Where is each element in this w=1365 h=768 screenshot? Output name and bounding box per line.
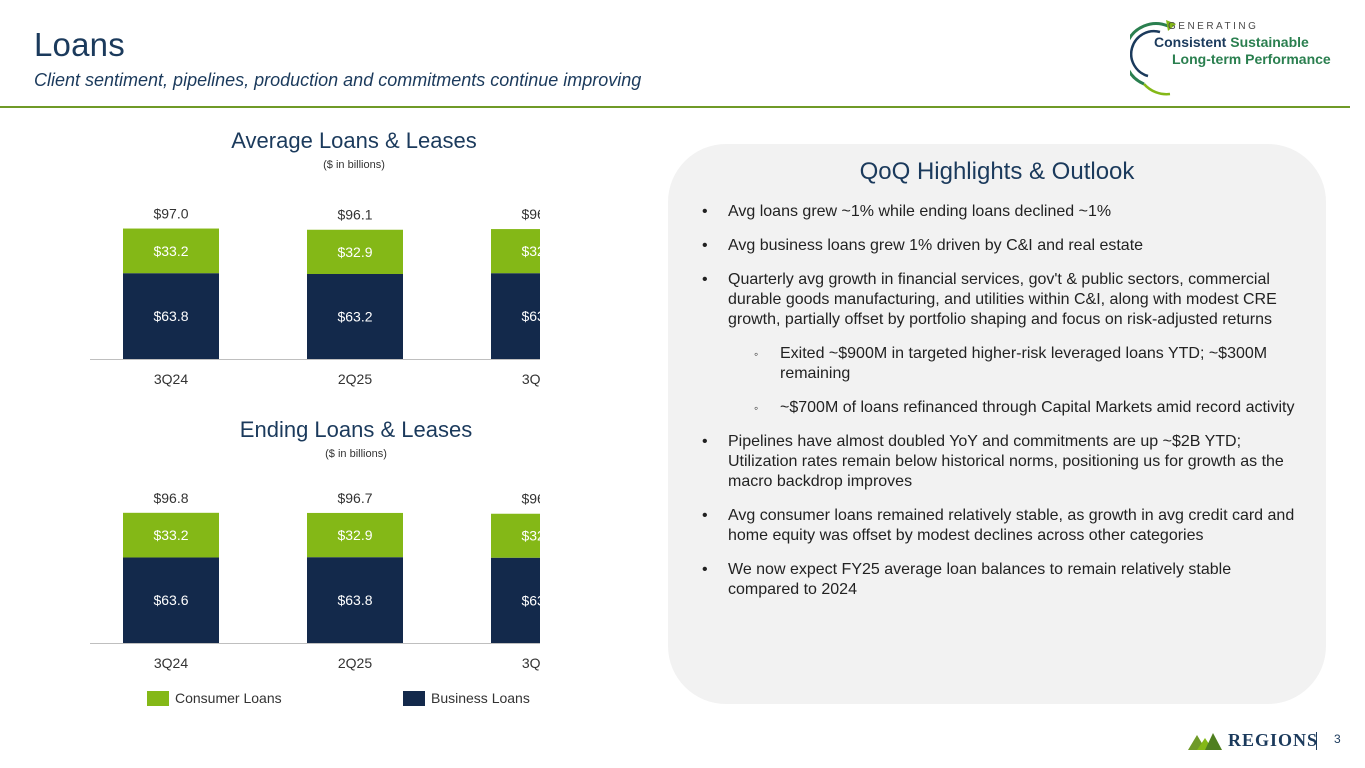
bar-consumer-3Q25 — [491, 229, 540, 274]
bullet-text: Avg loans grew ~1% while ending loans de… — [728, 203, 1112, 220]
logo-word-sustainable: Sustainable — [1230, 34, 1309, 50]
average-loans-chart: $63.8 $33.2 $97.0 3Q24 $63.2 $32.9 $96.1 2Q25 $6… — [90, 206, 540, 387]
x-tick-label: 3Q25 — [522, 371, 540, 387]
highlights-list: • Avg loans grew ~1% while ending loans d… — [702, 202, 1302, 614]
bullet-item: • Pipelines have almost doubled YoY and c… — [702, 432, 1302, 492]
bullet-item: • Quarterly avg growth in financial servi… — [702, 270, 1302, 330]
bar-label-consumer: $32.9 — [337, 244, 372, 260]
bar-consumer-3Q24 — [123, 512, 219, 558]
legend-swatch-consumer — [147, 690, 169, 706]
logo-tagline-top: GENERATING — [1168, 21, 1259, 32]
regions-pyramid-icon — [1188, 732, 1222, 750]
bar-consumer-3Q24 — [123, 228, 219, 274]
total-label: $96.1 — [521, 491, 540, 507]
legend-consumer: Consumer Loans — [147, 690, 282, 706]
bar-label-consumer: $33.2 — [153, 527, 188, 543]
bullet-text: Pipelines have almost doubled YoY and co… — [728, 433, 1284, 490]
bullet-marker: • — [702, 433, 708, 450]
x-tick-label: 2Q25 — [338, 655, 372, 671]
bar-label-business: $63.2 — [337, 308, 372, 324]
logo-tagline-main: Consistent Sustainable — [1154, 34, 1309, 50]
page-number: 3 — [1334, 732, 1341, 746]
legend-label-consumer: Consumer Loans — [175, 690, 282, 706]
footer-separator — [1316, 732, 1317, 750]
bullet-item: • Avg business loans grew 1% driven by C&… — [702, 236, 1302, 256]
regions-wordmark: REGIONS — [1228, 730, 1319, 750]
bullet-marker: ◦ — [754, 401, 759, 415]
x-tick-label: 3Q24 — [154, 371, 188, 387]
bar-label-business: $63.8 — [153, 308, 188, 324]
bar-label-business: $63.4 — [521, 592, 540, 608]
bar-business-3Q24 — [123, 273, 219, 359]
logo-tagline-bottom: Long-term Performance — [1172, 51, 1331, 67]
bar-consumer-2Q25 — [307, 229, 403, 274]
bullet-text: Avg business loans grew 1% driven by C&I… — [728, 237, 1144, 254]
bullet-marker: • — [702, 203, 708, 220]
chart-subtitle-average: ($ in billions) — [323, 159, 385, 171]
highlights-panel: QoQ Highlights & Outlook • Avg loans grew… — [668, 144, 1326, 704]
bar-business-2Q25 — [307, 557, 403, 643]
bar-consumer-3Q25 — [491, 513, 540, 558]
bar-business-3Q25 — [491, 557, 540, 643]
sub-bullet-item: ◦ Exited ~$900M in targeted higher-risk l… — [702, 344, 1302, 384]
bullet-marker: • — [702, 507, 708, 524]
bar-business-2Q25 — [307, 273, 403, 359]
bullet-marker: • — [702, 561, 708, 578]
chart-subtitle-ending: ($ in billions) — [325, 448, 387, 460]
bar-label-business: $63.8 — [521, 308, 540, 324]
panel-title: QoQ Highlights & Outlook — [859, 158, 1135, 185]
generating-performance-logo: GENERATING Consistent Sustainable Long-t… — [1130, 18, 1345, 98]
regions-logo: REGIONS — [1188, 730, 1318, 751]
total-label: $96.1 — [337, 207, 372, 223]
bullet-marker: • — [702, 237, 708, 254]
bullet-item: • Avg consumer loans remained relatively … — [702, 506, 1302, 546]
swoosh-arrow-icon — [1130, 20, 1176, 96]
bullet-item: • Avg loans grew ~1% while ending loans d… — [702, 202, 1302, 222]
x-tick-label: 2Q25 — [338, 371, 372, 387]
bullet-marker: • — [702, 271, 708, 288]
bar-business-3Q25 — [491, 273, 540, 359]
ending-loans-chart: $63.6 $33.2 $96.8 3Q24 $63.8 $32.9 $96.7 2Q25 $6… — [90, 490, 540, 671]
bar-label-consumer: $32.9 — [337, 527, 372, 543]
total-label: $96.6 — [521, 206, 540, 222]
bullet-item: • We now expect FY25 average loan balance… — [702, 560, 1302, 600]
header-divider — [0, 106, 1350, 108]
page-title: Loans — [34, 26, 125, 63]
logo-word-consistent: Consistent — [1154, 34, 1231, 50]
bar-label-consumer: $32.8 — [521, 243, 540, 259]
bar-label-consumer: $33.2 — [153, 243, 188, 259]
x-tick-label: 3Q24 — [154, 655, 188, 671]
bullet-text: Quarterly avg growth in financial servic… — [728, 271, 1277, 328]
total-label: $96.8 — [153, 490, 188, 506]
bar-consumer-2Q25 — [307, 512, 403, 558]
bullet-marker: ◦ — [754, 347, 759, 361]
bar-label-consumer: $32.7 — [521, 528, 540, 544]
page-subtitle: Client sentiment, pipelines, production … — [34, 70, 642, 90]
total-label: $97.0 — [153, 206, 188, 222]
bullet-text: Avg consumer loans remained relatively s… — [728, 507, 1295, 544]
legend-swatch-business — [403, 690, 425, 706]
bullet-text: We now expect FY25 average loan balances… — [728, 561, 1232, 598]
chart-title-ending: Ending Loans & Leases — [239, 417, 473, 442]
bullet-text: Exited ~$900M in targeted higher-risk le… — [780, 345, 1268, 382]
bar-label-business: $63.6 — [153, 592, 188, 608]
x-tick-label: 3Q25 — [522, 655, 540, 671]
total-label: $96.7 — [337, 490, 372, 506]
chart-title-average: Average Loans & Leases — [231, 128, 477, 153]
legend-label-business: Business Loans — [431, 690, 530, 706]
bullet-text: ~$700M of loans refinanced through Capit… — [780, 399, 1295, 416]
bar-business-3Q24 — [123, 557, 219, 643]
bar-label-business: $63.8 — [337, 592, 372, 608]
sub-bullet-item: ◦ ~$700M of loans refinanced through Capi… — [702, 398, 1302, 418]
legend-business: Business Loans — [403, 690, 530, 706]
